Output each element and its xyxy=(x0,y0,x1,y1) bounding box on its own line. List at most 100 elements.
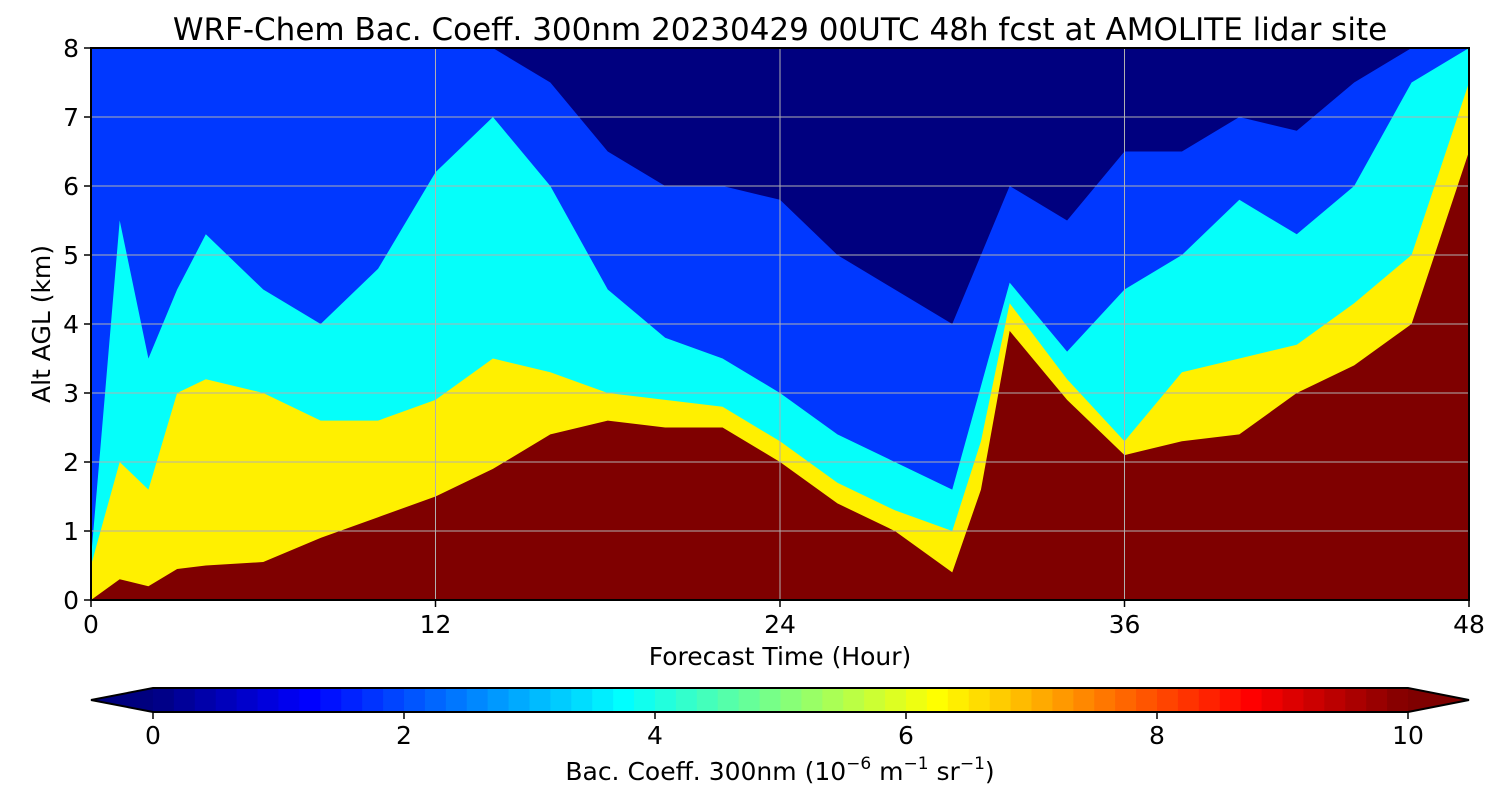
colorbar-segment xyxy=(1115,688,1137,712)
colorbar-label-suffix: ) xyxy=(985,757,995,786)
colorbar-segment xyxy=(822,688,844,712)
colorbar-segment xyxy=(1157,688,1179,712)
colorbar-segment xyxy=(529,688,552,712)
colorbar-segment xyxy=(487,688,510,712)
colorbar-tick-label: 4 xyxy=(647,721,663,750)
colorbar-tick-label: 6 xyxy=(898,721,914,750)
colorbar-segment xyxy=(843,688,865,712)
y-axis-label: Alt AGL (km) xyxy=(27,245,56,403)
colorbar-segment xyxy=(801,688,823,712)
colorbar-segment xyxy=(236,688,259,712)
colorbar-label-exp1: −6 xyxy=(846,754,871,774)
colorbar-segment xyxy=(257,688,280,712)
colorbar xyxy=(90,687,1470,713)
colorbar-segment xyxy=(759,688,782,712)
y-tick-label: 2 xyxy=(63,448,79,477)
colorbar-segment xyxy=(717,688,740,712)
colorbar-segment xyxy=(466,688,489,712)
colorbar-label-exp2: −1 xyxy=(904,754,929,774)
colorbar-segment xyxy=(1219,688,1242,712)
colorbar-segment xyxy=(571,688,593,712)
colorbar-segment xyxy=(1052,688,1074,712)
colorbar-segment xyxy=(655,688,677,712)
colorbar-label-mid1: m xyxy=(871,757,903,786)
colorbar-segment xyxy=(404,688,426,712)
plot-area xyxy=(91,48,1469,600)
x-tick-label: 12 xyxy=(420,610,452,639)
y-axis: 0 1 2 3 4 5 6 7 8 xyxy=(63,34,91,615)
colorbar-segment xyxy=(1345,688,1367,712)
colorbar-segment xyxy=(383,688,405,712)
colorbar-segment xyxy=(1198,688,1221,712)
colorbar-segment xyxy=(550,688,572,712)
colorbar-segment xyxy=(592,688,614,712)
colorbar-segment xyxy=(1031,688,1054,712)
colorbar-segment xyxy=(1282,688,1305,712)
colorbar-segment xyxy=(424,688,447,712)
colorbar-label-prefix: Bac. Coeff. 300nm (10 xyxy=(565,757,846,786)
colorbar-segment xyxy=(634,688,656,712)
colorbar-segment xyxy=(153,688,175,712)
colorbar-segment xyxy=(1261,688,1284,712)
colorbar-segment xyxy=(989,688,1012,712)
colorbar-segment xyxy=(947,688,970,712)
y-tick-label: 3 xyxy=(63,379,79,408)
colorbar-segment xyxy=(1010,688,1033,712)
colorbar-tick-label: 2 xyxy=(396,721,412,750)
colorbar-label-mid2: sr xyxy=(929,757,961,786)
colorbar-segment xyxy=(864,688,886,712)
colorbar-segment xyxy=(278,688,301,712)
colorbar-segment xyxy=(320,688,342,712)
colorbar-extend-low xyxy=(91,688,153,712)
colorbar-segment xyxy=(508,688,531,712)
colorbar-segment xyxy=(1240,688,1263,712)
grid-lines xyxy=(91,48,1469,600)
colorbar-segment xyxy=(341,688,363,712)
colorbar-segment xyxy=(738,688,761,712)
x-tick-label: 24 xyxy=(764,610,796,639)
colorbar-segment xyxy=(299,688,321,712)
x-axis-label: Forecast Time (Hour) xyxy=(649,642,912,671)
chart-title: WRF-Chem Bac. Coeff. 300nm 20230429 00UT… xyxy=(173,12,1387,48)
x-axis: 0 12 24 36 48 xyxy=(83,600,1485,639)
x-tick-label: 0 xyxy=(83,610,99,639)
colorbar-segment xyxy=(215,688,238,712)
colorbar-segment xyxy=(445,688,468,712)
colorbar-segment xyxy=(1303,688,1325,712)
y-tick-label: 8 xyxy=(63,34,79,63)
colorbar-segment xyxy=(1094,688,1116,712)
colorbar-segment xyxy=(194,688,217,712)
colorbar-label: Bac. Coeff. 300nm (10−6 m−1 sr−1) xyxy=(565,754,994,786)
colorbar-segment xyxy=(906,688,928,712)
colorbar-segment xyxy=(780,688,803,712)
colorbar-segment xyxy=(1324,688,1346,712)
colorbar-segment xyxy=(926,688,949,712)
colorbar-tick-label: 8 xyxy=(1149,721,1165,750)
colorbar-segment xyxy=(1387,688,1409,712)
colorbar-segment xyxy=(968,688,991,712)
y-tick-label: 7 xyxy=(63,103,79,132)
colorbar-ticks: 0 2 4 6 8 10 xyxy=(145,712,1424,750)
colorbar-segment xyxy=(675,688,698,712)
colorbar-extend-high xyxy=(1408,688,1469,712)
x-tick-label: 36 xyxy=(1109,610,1141,639)
colorbar-segment xyxy=(173,688,196,712)
colorbar-segment xyxy=(1177,688,1200,712)
colorbar-segment xyxy=(1073,688,1095,712)
colorbar-segment xyxy=(362,688,384,712)
colorbar-segment xyxy=(613,688,635,712)
colorbar-segment xyxy=(885,688,907,712)
colorbar-label-exp3: −1 xyxy=(960,754,985,774)
colorbar-segment xyxy=(1136,688,1158,712)
y-tick-label: 6 xyxy=(63,172,79,201)
colorbar-segment xyxy=(696,688,719,712)
colorbar-tick-label: 0 xyxy=(145,721,161,750)
x-tick-label: 48 xyxy=(1453,610,1485,639)
y-tick-label: 1 xyxy=(63,517,79,546)
colorbar-tick-label: 10 xyxy=(1392,721,1424,750)
colorbar-segment xyxy=(1366,688,1388,712)
y-tick-label: 4 xyxy=(63,310,79,339)
y-tick-label: 0 xyxy=(63,586,79,615)
y-tick-label: 5 xyxy=(63,241,79,270)
